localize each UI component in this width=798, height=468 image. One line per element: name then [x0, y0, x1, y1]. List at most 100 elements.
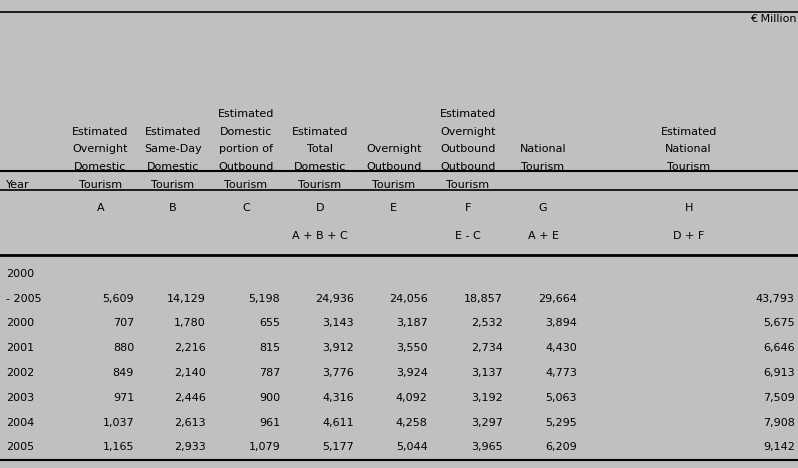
- Text: Domestic: Domestic: [147, 162, 199, 172]
- Text: 6,913: 6,913: [763, 368, 795, 378]
- Text: Outbound: Outbound: [218, 162, 274, 172]
- Text: D: D: [316, 203, 324, 213]
- Text: 815: 815: [259, 343, 280, 353]
- Text: portion of: portion of: [219, 144, 273, 154]
- Text: Outbound: Outbound: [366, 162, 421, 172]
- Text: 24,056: 24,056: [389, 293, 428, 304]
- Text: 4,092: 4,092: [396, 393, 428, 403]
- Text: Overnight: Overnight: [73, 144, 128, 154]
- Text: 6,209: 6,209: [545, 442, 577, 453]
- Text: Estimated: Estimated: [218, 109, 274, 119]
- Text: 3,776: 3,776: [322, 368, 354, 378]
- Text: 14,129: 14,129: [167, 293, 206, 304]
- Text: 3,924: 3,924: [396, 368, 428, 378]
- Text: 2001: 2001: [6, 343, 34, 353]
- Text: 3,550: 3,550: [397, 343, 428, 353]
- Text: 961: 961: [259, 417, 280, 428]
- Text: A + B + C: A + B + C: [292, 231, 348, 241]
- Text: 7,908: 7,908: [763, 417, 795, 428]
- Text: 2004: 2004: [6, 417, 34, 428]
- Text: Tourism: Tourism: [224, 180, 267, 190]
- Text: 3,143: 3,143: [322, 318, 354, 329]
- Text: Estimated: Estimated: [144, 126, 201, 137]
- Text: 5,044: 5,044: [396, 442, 428, 453]
- Text: 6,646: 6,646: [763, 343, 795, 353]
- Text: 2,532: 2,532: [471, 318, 503, 329]
- Text: 43,793: 43,793: [756, 293, 795, 304]
- Text: 3,137: 3,137: [471, 368, 503, 378]
- Text: Year: Year: [6, 180, 30, 190]
- Text: Outbound: Outbound: [440, 144, 496, 154]
- Text: Total: Total: [307, 144, 333, 154]
- Text: Tourism: Tourism: [372, 180, 416, 190]
- Text: Same-Day: Same-Day: [144, 144, 202, 154]
- Text: 24,936: 24,936: [315, 293, 354, 304]
- Text: 5,675: 5,675: [763, 318, 795, 329]
- Text: 9,142: 9,142: [763, 442, 795, 453]
- Text: Estimated: Estimated: [440, 109, 496, 119]
- Text: Overnight: Overnight: [366, 144, 421, 154]
- Text: Tourism: Tourism: [667, 162, 710, 172]
- Text: 971: 971: [113, 393, 134, 403]
- Text: 2,140: 2,140: [174, 368, 206, 378]
- Text: 7,509: 7,509: [763, 393, 795, 403]
- Text: 4,611: 4,611: [322, 417, 354, 428]
- Text: G: G: [539, 203, 547, 213]
- Text: 1,079: 1,079: [248, 442, 280, 453]
- Text: 5,177: 5,177: [322, 442, 354, 453]
- Text: Estimated: Estimated: [73, 126, 128, 137]
- Text: Tourism: Tourism: [521, 162, 565, 172]
- Text: 2,216: 2,216: [174, 343, 206, 353]
- Text: 1,780: 1,780: [174, 318, 206, 329]
- Text: D + F: D + F: [673, 231, 705, 241]
- Text: National: National: [666, 144, 712, 154]
- Text: 5,295: 5,295: [545, 417, 577, 428]
- Text: 2000: 2000: [6, 318, 34, 329]
- Text: A + E: A + E: [527, 231, 559, 241]
- Text: Domestic: Domestic: [74, 162, 127, 172]
- Text: 5,198: 5,198: [248, 293, 280, 304]
- Text: 2,933: 2,933: [174, 442, 206, 453]
- Text: € Million: € Million: [750, 14, 796, 24]
- Text: 2,446: 2,446: [174, 393, 206, 403]
- Text: 2000: 2000: [6, 269, 34, 279]
- Text: 4,258: 4,258: [396, 417, 428, 428]
- Text: 2003: 2003: [6, 393, 34, 403]
- Text: Estimated: Estimated: [661, 126, 717, 137]
- Text: 2005: 2005: [6, 442, 34, 453]
- Text: 1,165: 1,165: [103, 442, 134, 453]
- Text: Tourism: Tourism: [151, 180, 195, 190]
- Text: 3,192: 3,192: [471, 393, 503, 403]
- Text: A: A: [97, 203, 105, 213]
- Text: 3,894: 3,894: [545, 318, 577, 329]
- Text: 2,613: 2,613: [174, 417, 206, 428]
- Text: 880: 880: [113, 343, 134, 353]
- Text: E - C: E - C: [455, 231, 481, 241]
- Text: Tourism: Tourism: [298, 180, 342, 190]
- Text: 2002: 2002: [6, 368, 34, 378]
- Text: Estimated: Estimated: [292, 126, 348, 137]
- Text: National: National: [519, 144, 567, 154]
- Text: C: C: [242, 203, 250, 213]
- Text: 3,187: 3,187: [396, 318, 428, 329]
- Text: H: H: [685, 203, 693, 213]
- Text: Outbound: Outbound: [440, 162, 496, 172]
- Text: 849: 849: [113, 368, 134, 378]
- Text: F: F: [465, 203, 471, 213]
- Text: Domestic: Domestic: [294, 162, 346, 172]
- Text: 2,734: 2,734: [471, 343, 503, 353]
- Text: 3,912: 3,912: [322, 343, 354, 353]
- Text: E: E: [390, 203, 397, 213]
- Text: Overnight: Overnight: [440, 126, 496, 137]
- Text: 900: 900: [259, 393, 280, 403]
- Text: 5,609: 5,609: [102, 293, 134, 304]
- Text: 5,063: 5,063: [546, 393, 577, 403]
- Text: 1,037: 1,037: [102, 417, 134, 428]
- Text: 18,857: 18,857: [464, 293, 503, 304]
- Text: - 2005: - 2005: [6, 293, 42, 304]
- Text: 3,297: 3,297: [471, 417, 503, 428]
- Text: Tourism: Tourism: [446, 180, 490, 190]
- Text: Domestic: Domestic: [219, 126, 272, 137]
- Text: 29,664: 29,664: [538, 293, 577, 304]
- Text: 3,965: 3,965: [471, 442, 503, 453]
